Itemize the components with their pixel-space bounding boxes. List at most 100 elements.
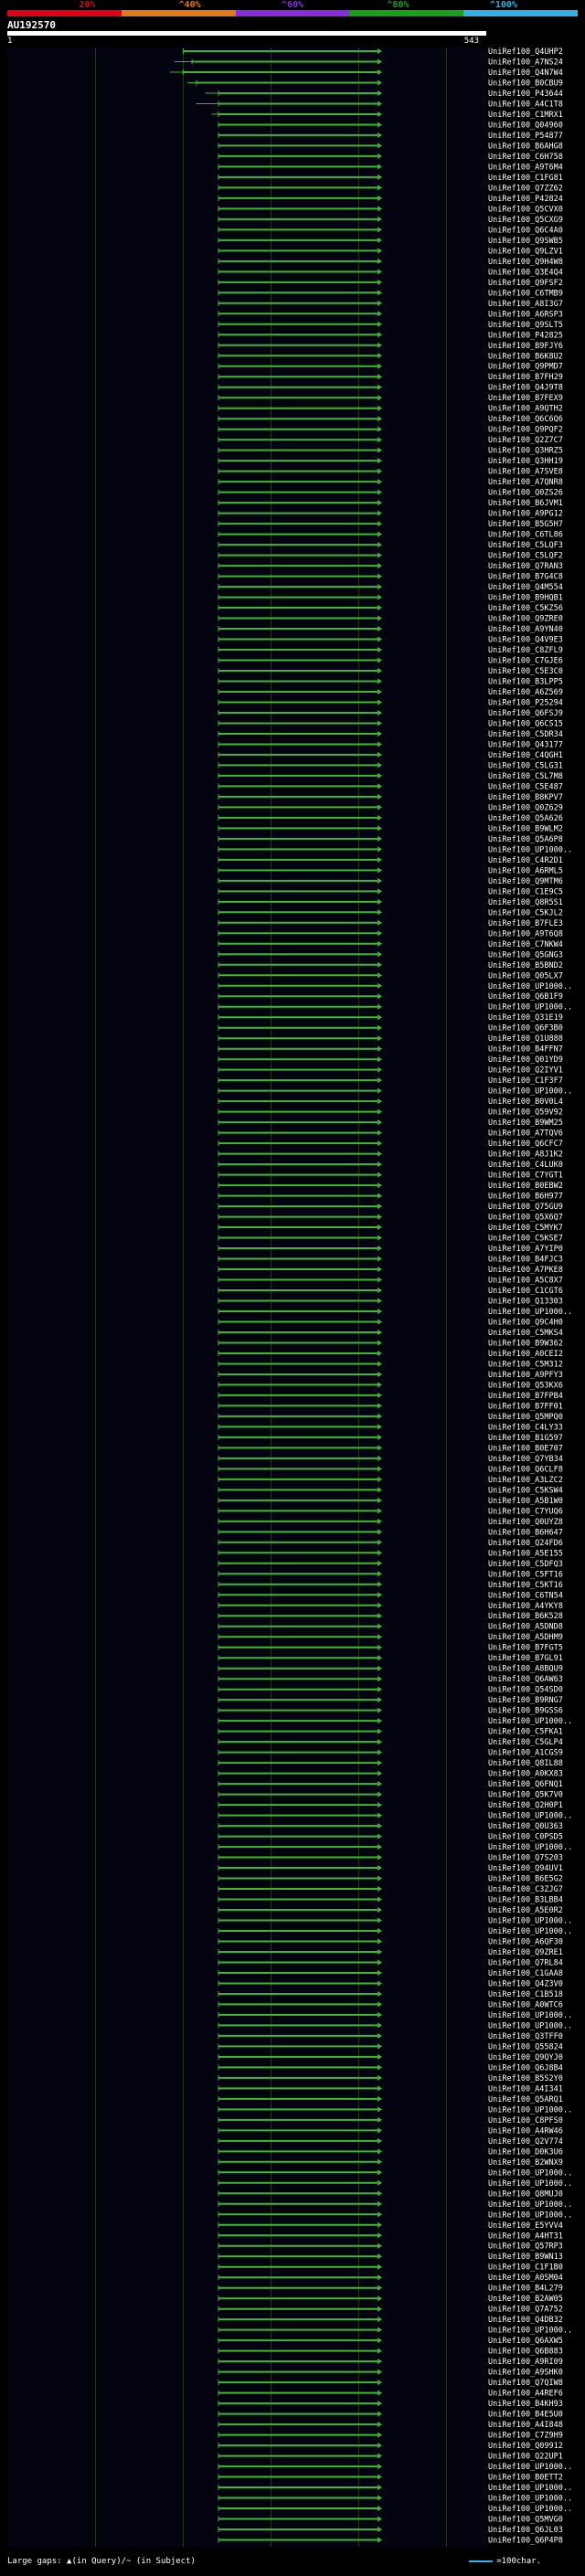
hit-row[interactable]: UniRef100_Q7S203 [218,1854,563,1863]
hit-row[interactable]: UniRef100_Q5CXG9 [218,216,563,225]
hit-row[interactable]: UniRef100_B0EBW2 [218,1182,563,1191]
hit-row[interactable]: UniRef100_P25294 [218,698,563,707]
hit-row[interactable]: UniRef100_Q6J8B4 [218,2063,563,2072]
hit-row[interactable]: UniRef100_B4KH93 [218,2400,563,2409]
hit-row[interactable]: UniRef100_B4L279 [218,2284,563,2294]
hit-row[interactable]: UniRef100_A4RW46 [218,2126,563,2136]
hit-row[interactable]: UniRef100_UP1000.. [218,2105,572,2115]
hit-row[interactable]: UniRef100_C1F1B0 [218,2263,563,2273]
hit-row[interactable]: UniRef100_B7FGT5 [218,1644,563,1653]
hit-row[interactable]: UniRef100_A0WTC6 [218,2000,563,2009]
hit-row[interactable]: UniRef100_C8ZFL9 [218,646,563,655]
hit-row[interactable]: UniRef100_Q7RL84 [218,1958,563,1967]
hit-row[interactable]: UniRef100_A0KX83 [218,1770,563,1779]
hit-row[interactable]: UniRef100_B1G597 [218,1434,563,1443]
hit-row[interactable]: UniRef100_Q9MTM6 [218,877,563,886]
hit-row[interactable]: UniRef100_Q53KX6 [218,1381,563,1390]
hit-row[interactable]: UniRef100_Q2Z7C7 [218,436,563,445]
hit-row[interactable]: UniRef100_Q01YD9 [218,1055,563,1065]
hit-row[interactable]: UniRef100_B2WNX9 [218,2158,563,2168]
hit-row[interactable]: UniRef100_A9YN40 [218,625,563,634]
hit-row[interactable]: UniRef100_C5KJL2 [218,908,563,917]
hit-row[interactable]: UniRef100_A9T6M4 [218,163,563,172]
hit-row[interactable]: UniRef100_Q3TFF0 [218,2032,563,2041]
hit-row[interactable]: UniRef100_P42824 [218,195,563,204]
hit-row[interactable]: UniRef100_UP1000.. [218,1927,572,1936]
hit-row[interactable]: UniRef100_Q94UV1 [218,1864,563,1873]
hit-row[interactable]: UniRef100_C5L7M8 [218,772,563,781]
hit-row[interactable]: UniRef100_A9SHK0 [218,2369,563,2378]
hit-row[interactable]: UniRef100_C5DFQ3 [218,1560,563,1569]
hit-row[interactable]: UniRef100_Q6P4P8 [218,2537,563,2546]
hit-row[interactable]: UniRef100_B7FH29 [218,373,563,382]
hit-row[interactable]: UniRef100_A4HT31 [218,2231,563,2241]
hit-row[interactable]: UniRef100_A5DHM9 [218,1633,563,1642]
hit-row[interactable]: UniRef100_Q5X6Q7 [218,1214,563,1223]
hit-row[interactable]: UniRef100_C3ZJG7 [218,1885,563,1894]
hit-row[interactable]: UniRef100_B7GL91 [218,1654,563,1663]
hit-row[interactable]: UniRef100_B7FEX9 [218,394,563,403]
hit-row[interactable]: UniRef100_C4LY33 [218,1423,563,1432]
hit-row[interactable]: UniRef100_Q5MPQ0 [218,1413,563,1422]
hit-row[interactable]: UniRef100_Q6CS15 [218,719,563,728]
hit-row[interactable]: UniRef100_C1FG81 [218,174,563,183]
hit-row[interactable]: UniRef100_A5B1W0 [218,1497,563,1506]
hit-row[interactable]: UniRef100_UP1000.. [218,1812,572,1821]
hit-row[interactable]: UniRef100_Q43177 [218,740,563,749]
hit-row[interactable]: UniRef100_A1CGS9 [218,1749,563,1758]
hit-row[interactable]: UniRef100_Q6C4A0 [218,226,563,235]
hit-row[interactable]: UniRef100_B9HQB1 [218,594,563,603]
hit-row[interactable]: UniRef100_B7G4C8 [218,573,563,582]
hit-row[interactable]: UniRef100_A4REF6 [218,2390,563,2399]
hit-row[interactable]: UniRef100_UP1000.. [218,2011,572,2020]
hit-row[interactable]: UniRef100_Q5CVX0 [218,205,563,214]
hit-row[interactable]: UniRef100_Q04960 [218,121,563,130]
hit-row[interactable]: UniRef100_Q7RAN3 [218,562,563,571]
hit-row[interactable]: UniRef100_Q05LX7 [218,971,563,981]
hit-row[interactable]: UniRef100_C7GJE6 [218,657,563,666]
hit-row[interactable]: UniRef100_C4R2D1 [218,856,563,865]
hit-row[interactable]: UniRef100_C4QGH1 [218,751,563,760]
hit-row[interactable]: UniRef100_UP1000.. [218,1843,572,1852]
hit-row[interactable]: UniRef100_Q9H4W8 [218,258,563,267]
hit-row[interactable]: UniRef100_C6TL86 [218,531,563,540]
hit-row[interactable]: UniRef100_Q7YB34 [218,1455,563,1464]
hit-row[interactable]: UniRef100_Q6FSJ9 [218,709,563,718]
hit-row[interactable]: UniRef100_Q9ZRE0 [218,615,563,624]
hit-row[interactable]: UniRef100_E5YVV4 [218,2221,563,2231]
hit-row[interactable]: UniRef100_Q9PMD7 [218,363,563,372]
hit-row[interactable]: UniRef100_UP1000.. [218,2210,572,2220]
hit-row[interactable]: UniRef100_UP1000.. [218,2484,572,2493]
hit-row[interactable]: UniRef100_A7YIP0 [218,1245,563,1254]
hit-row[interactable]: UniRef100_A9QTH2 [218,405,563,414]
hit-row[interactable]: UniRef100_A9PFY3 [218,1371,563,1380]
hit-row[interactable]: UniRef100_Q0UYZ8 [218,1518,563,1527]
hit-row[interactable]: UniRef100_Q2H0P1 [218,1801,563,1810]
hit-row[interactable]: UniRef100_Q2V774 [218,2137,563,2147]
hit-row[interactable]: UniRef100_P43644 [205,90,563,99]
hit-row[interactable]: UniRef100_B6AHG8 [218,142,563,151]
hit-row[interactable]: UniRef100_UP1000.. [218,2495,572,2504]
hit-row[interactable]: UniRef100_Q3HH19 [218,457,563,466]
hit-row[interactable]: UniRef100_Q5MVG0 [218,2516,563,2525]
hit-row[interactable]: UniRef100_Q6C6Q6 [218,415,563,424]
hit-row[interactable]: UniRef100_C5DR34 [218,730,563,739]
hit-row[interactable]: UniRef100_Q9SWB5 [218,237,563,246]
hit-row[interactable]: UniRef100_B4E5U0 [218,2411,563,2420]
hit-row[interactable]: UniRef100_A7PKE8 [218,1266,563,1275]
hit-row[interactable]: UniRef100_Q5GNG3 [218,950,563,959]
hit-row[interactable]: UniRef100_Q9FSF2 [218,279,563,288]
hit-row[interactable]: UniRef100_C7Z9H9 [218,2432,563,2441]
hit-row[interactable]: UniRef100_A0CEI2 [218,1350,563,1359]
hit-row[interactable]: UniRef100_A4I341 [218,2084,563,2094]
hit-row[interactable]: UniRef100_C5KSW4 [218,1486,563,1495]
hit-row[interactable]: UniRef100_B0ETT2 [218,2474,563,2483]
hit-row[interactable]: UniRef100_C5M312 [218,1360,563,1369]
hit-row[interactable]: UniRef100_UP1000.. [218,1003,572,1012]
hit-row[interactable]: UniRef100_C7NKW4 [218,940,563,949]
hit-row[interactable]: UniRef100_B9W362 [218,1339,563,1348]
hit-row[interactable]: UniRef100_A6RML5 [218,866,563,875]
hit-row[interactable]: UniRef100_A8BQU9 [218,1665,563,1674]
hit-row[interactable]: UniRef100_A9PG12 [218,510,563,519]
hit-row[interactable]: UniRef100_A8I3G7 [218,300,563,309]
